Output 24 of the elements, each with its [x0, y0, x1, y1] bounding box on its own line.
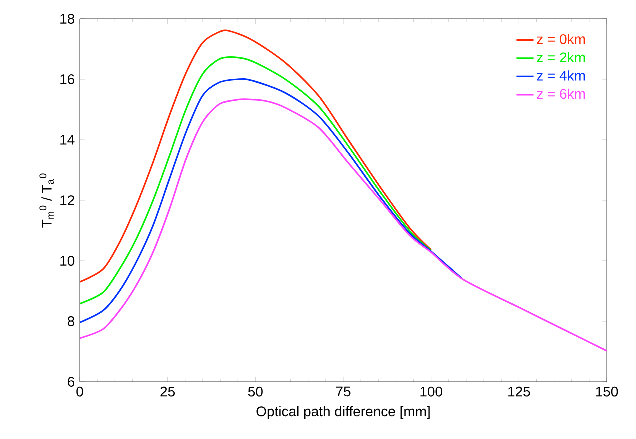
x-tick-label: 150 [596, 386, 618, 397]
x-tick-label: 25 [160, 386, 176, 397]
legend-label: z = 4km [537, 70, 586, 81]
line-series [80, 56, 432, 305]
x-tick-label: 0 [76, 386, 84, 397]
x-tick-label: 75 [336, 386, 351, 397]
line-series [80, 98, 608, 352]
x-tick-label: 50 [248, 386, 263, 397]
legend-label: z = 2km [537, 52, 586, 62]
x-axis-title: Optical path difference [mm] [256, 406, 430, 420]
x-tick-label: 100 [420, 386, 442, 397]
y-tick-label: 16 [60, 74, 75, 84]
legend-label: z = 0km [537, 34, 586, 44]
x-tick-label: 125 [508, 386, 530, 397]
y-tick-label: 10 [60, 256, 75, 266]
line-series [80, 78, 464, 324]
y-tick-label: 6 [68, 377, 75, 387]
y-tick-label: 12 [60, 196, 74, 206]
y-tick-label: 18 [60, 14, 75, 24]
line-series [80, 30, 432, 283]
legend-label: z = 6km [537, 88, 586, 100]
y-tick-label: 8 [68, 316, 75, 326]
y-tick-label: 14 [60, 135, 75, 145]
y-axis-title: T$_{m}$$^{0}$ / T$_{a}$0 [40, 174, 54, 228]
